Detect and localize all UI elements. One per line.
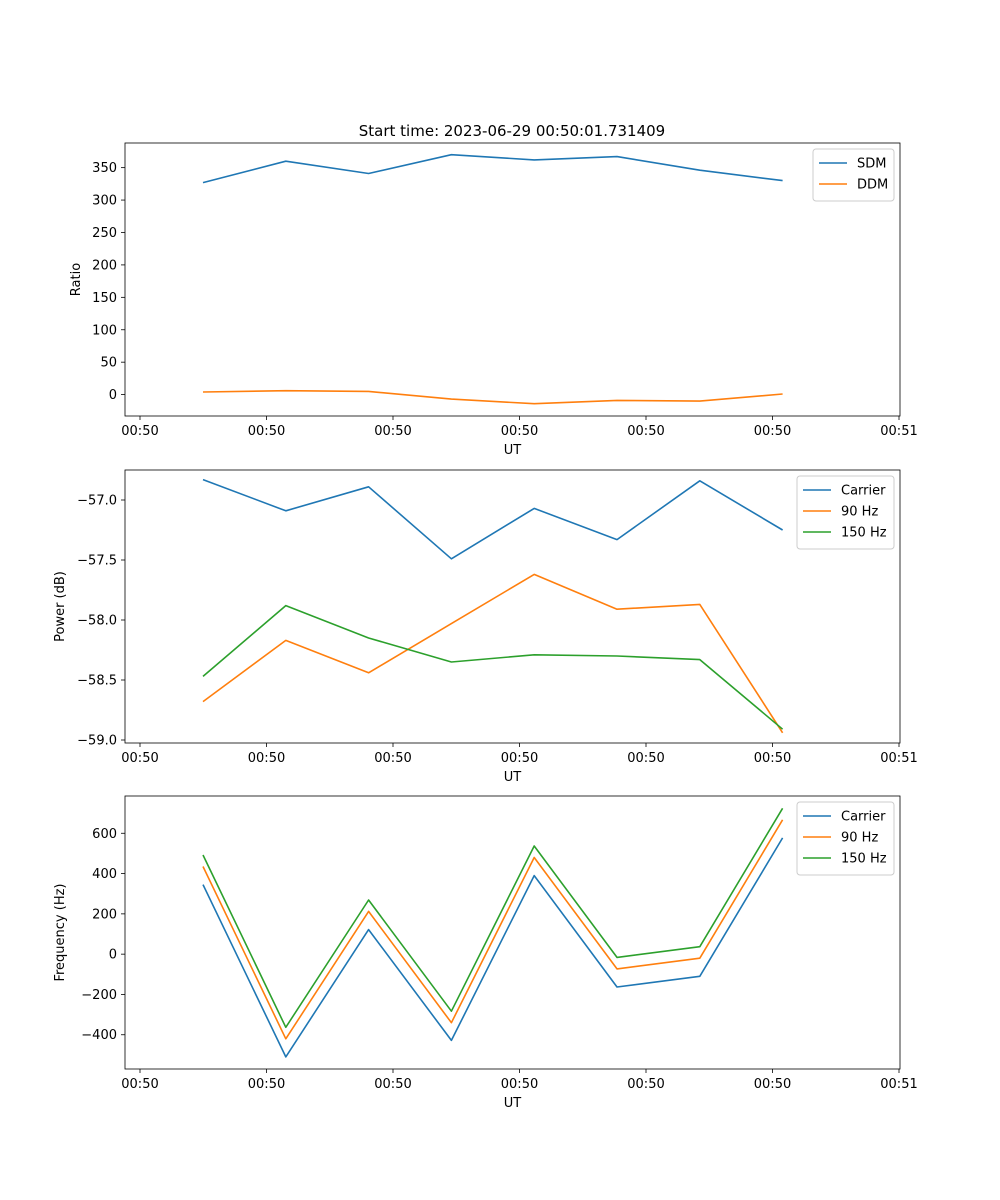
x-tick-label: 00:50 [374, 424, 411, 439]
series-line-150-hz [202, 807, 784, 1029]
chart-panel-2: 00:50 00:50 00:50 00:50 00:50 00:50 00:51 −57.0… [53, 469, 918, 785]
y-tick-label: 350 [92, 161, 117, 176]
x-tick-label: 00:50 [374, 751, 411, 766]
y-tick-label: 600 [92, 827, 117, 842]
y-tick-label: 0 [109, 388, 117, 403]
y-tick-label: 400 [92, 867, 117, 882]
legend-box [812, 148, 895, 202]
x-tick-label: 00:50 [627, 751, 664, 766]
y-tick-label: −200 [81, 988, 117, 1003]
legend-label: 150 Hz [841, 852, 887, 867]
legend-label: Carrier [841, 810, 886, 825]
x-tick-label: 00:50 [248, 751, 285, 766]
x-axis-label: UT [504, 770, 522, 785]
x-tick-label: 00:50 [501, 751, 538, 766]
legend-label: SDM [857, 157, 886, 172]
plot-area-frame [124, 142, 901, 417]
y-tick-label: −58.0 [77, 614, 117, 629]
legend-label: 90 Hz [841, 831, 878, 846]
x-tick-label: 00:50 [121, 1077, 158, 1092]
y-tick-label: 50 [100, 356, 117, 371]
legend-label: 150 Hz [841, 526, 887, 541]
x-axis-label: UT [504, 1096, 522, 1111]
x-tick-label: 00:50 [754, 751, 791, 766]
y-tick-label: −57.0 [77, 494, 117, 509]
chart-panel-1: 00:50 00:50 00:50 00:50 00:50 00:50 00:51 0 50 10… [69, 142, 918, 458]
x-axis-label: UT [504, 443, 522, 458]
y-axis-label: Ratio [69, 263, 84, 296]
y-tick-label: 200 [92, 907, 117, 922]
y-tick-label: −57.5 [77, 554, 117, 569]
series-line-carrier [202, 837, 784, 1058]
series-line-ddm [202, 389, 783, 405]
x-tick-label: 00:50 [627, 1077, 664, 1092]
series-line-carrier [202, 478, 784, 560]
legend: Carrier 90 Hz 150 Hz [796, 801, 895, 876]
y-tick-label: 250 [92, 226, 117, 241]
x-tick-label: 00:50 [374, 1077, 411, 1092]
y-axis-label: Power (dB) [53, 571, 68, 642]
legend: Carrier 90 Hz 150 Hz [796, 475, 895, 550]
y-tick-label: −59.0 [77, 734, 117, 749]
x-tick-label: 00:50 [754, 1077, 791, 1092]
legend-label: 90 Hz [841, 505, 878, 520]
y-tick-label: 100 [92, 323, 117, 338]
series-line-150-hz [202, 604, 784, 730]
x-tick-label: 00:50 [121, 751, 158, 766]
x-tick-label: 00:50 [501, 1077, 538, 1092]
x-tick-label: 00:50 [248, 424, 285, 439]
y-axis-label: Frequency (Hz) [53, 883, 68, 981]
y-tick-label: 200 [92, 258, 117, 273]
legend: SDM DDM [812, 148, 895, 202]
x-tick-label: 00:51 [880, 751, 917, 766]
series-line-90-hz [202, 819, 784, 1040]
chart-panels: 00:50 00:50 00:50 00:50 00:50 00:50 00:51 0 50 10… [53, 142, 918, 1111]
legend-box [796, 801, 895, 876]
y-tick-label: 0 [109, 948, 117, 963]
x-tick-label: 00:51 [880, 1077, 917, 1092]
plot-area-frame [124, 795, 901, 1070]
series-line-sdm [202, 153, 783, 184]
y-tick-label: −400 [81, 1028, 117, 1043]
x-tick-label: 00:51 [880, 424, 917, 439]
y-tick-label: 150 [92, 291, 117, 306]
chart-panel-3: 00:50 00:50 00:50 00:50 00:50 00:50 00:51 600 40… [53, 795, 918, 1111]
x-tick-label: 00:50 [627, 424, 664, 439]
y-tick-label: −58.5 [77, 674, 117, 689]
x-tick-label: 00:50 [248, 1077, 285, 1092]
y-tick-label: 300 [92, 194, 117, 209]
x-tick-label: 00:50 [754, 424, 791, 439]
legend-label: Carrier [841, 484, 886, 499]
plot-area-frame [124, 469, 901, 744]
figure-title: Start time: 2023-06-29 00:50:01.731409 [359, 122, 665, 140]
x-tick-label: 00:50 [501, 424, 538, 439]
legend-label: DDM [857, 178, 888, 193]
legend-box [796, 475, 895, 550]
x-tick-label: 00:50 [121, 424, 158, 439]
series-line-90-hz [202, 573, 784, 734]
